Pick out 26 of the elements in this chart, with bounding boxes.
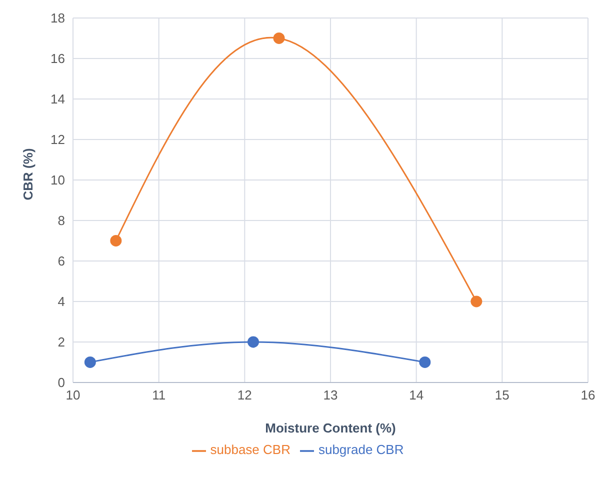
legend-label: subbase CBR	[210, 442, 290, 458]
point	[419, 356, 431, 368]
x-tick-label: 12	[237, 388, 252, 403]
y-tick-label: 10	[50, 172, 65, 188]
y-tick-label: 18	[50, 10, 65, 26]
x-tick-label: 13	[323, 388, 338, 403]
x-tick-label: 11	[152, 388, 166, 403]
x-tick-label: 16	[580, 388, 596, 403]
legend-label: subgrade CBR	[318, 442, 404, 458]
point	[110, 234, 122, 246]
y-tick-label: 12	[50, 132, 65, 148]
y-axis-title: CBR (%)	[20, 148, 36, 200]
x-tick-label: 15	[494, 388, 510, 403]
y-tick-label: 8	[58, 213, 65, 228]
point	[84, 356, 96, 368]
point	[273, 32, 285, 44]
point	[248, 336, 259, 348]
y-tick-label: 6	[58, 254, 65, 269]
y-tick-label: 14	[50, 92, 65, 107]
y-tick-label: 4	[58, 294, 65, 310]
y-tick-label: 2	[58, 334, 65, 350]
y-tick-label: 0	[58, 375, 65, 390]
y-tick-label: 16	[50, 51, 65, 66]
x-axis-title: Moisture Content (%)	[265, 420, 396, 436]
x-tick-label: 14	[409, 388, 424, 403]
point	[470, 296, 482, 308]
